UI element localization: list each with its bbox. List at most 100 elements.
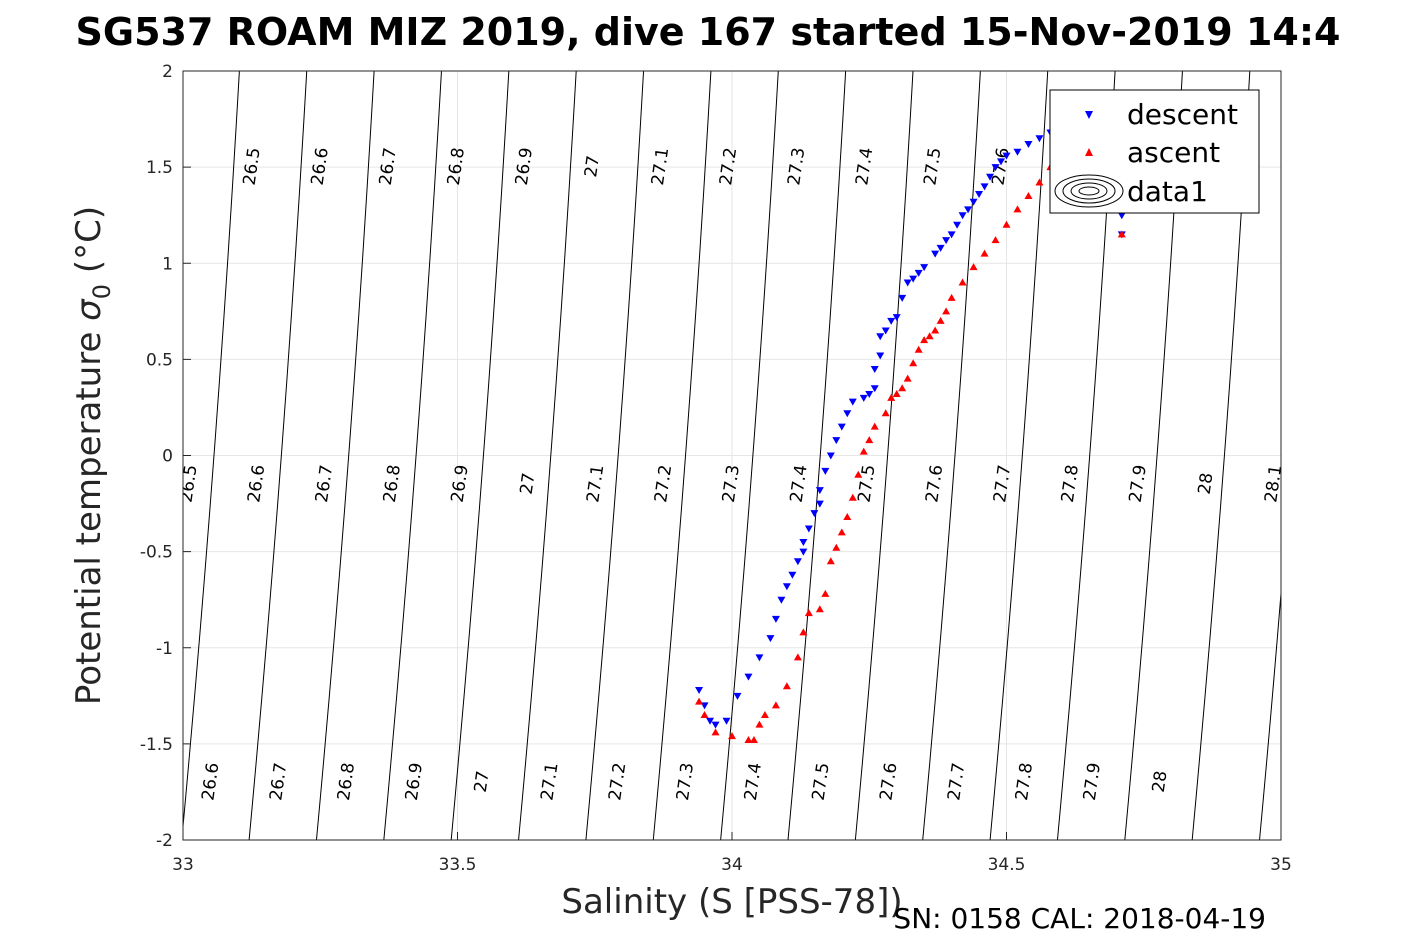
- descent-marker: [832, 437, 841, 445]
- ascent-marker: [782, 682, 791, 690]
- descent-marker: [903, 279, 912, 287]
- legend-label-descent: descent: [1127, 98, 1238, 131]
- isopycnal-line: [450, 71, 510, 840]
- contour-label-middle: 26.6: [244, 464, 269, 504]
- contour-label-middle: 26.7: [312, 464, 337, 504]
- ascent-marker: [760, 711, 769, 719]
- ascent-marker: [936, 316, 945, 324]
- legend-label-data1: data1: [1127, 175, 1208, 208]
- ascent-marker: [821, 589, 830, 597]
- descent-marker: [969, 198, 978, 206]
- ascent-marker: [848, 493, 857, 501]
- ascent-marker: [1024, 191, 1033, 199]
- ascent-marker: [1117, 230, 1126, 238]
- ascent-marker: [700, 711, 709, 719]
- legend-ascent-marker: [1085, 148, 1093, 156]
- ascent-marker: [881, 409, 890, 417]
- contour-label-middle: 27.2: [651, 464, 676, 504]
- descent-marker: [876, 333, 885, 341]
- contour-label-bottom: 27.7: [944, 761, 969, 801]
- x-tick-label: 33: [172, 855, 194, 875]
- y-tick-label: 2: [162, 62, 173, 82]
- y-tick-label: 0.5: [146, 350, 173, 370]
- descent-marker: [788, 571, 797, 579]
- contour-label-bottom: 27.5: [809, 761, 834, 801]
- descent-marker: [942, 237, 951, 245]
- descent-marker: [947, 231, 956, 239]
- descent-marker: [810, 510, 819, 518]
- contour-label-middle: 27.9: [1126, 464, 1151, 504]
- ascent-marker: [799, 628, 808, 636]
- ascent-marker: [1013, 205, 1022, 213]
- descent-marker: [815, 487, 824, 495]
- ascent-marker: [1002, 220, 1011, 228]
- descent-marker: [953, 221, 962, 229]
- y-axis-label: Potential temperature σ0 (°C): [69, 206, 116, 705]
- contour-label-top: 26.8: [444, 146, 469, 186]
- descent-marker: [744, 673, 753, 681]
- contour-label-middle: 27.4: [787, 464, 812, 504]
- isopycnal-line: [652, 71, 712, 840]
- descent-marker: [793, 558, 802, 566]
- ascent-marker: [695, 697, 704, 705]
- ascent-marker: [837, 528, 846, 536]
- descent-marker: [892, 314, 901, 322]
- contour-label-bottom: 26.6: [198, 761, 223, 801]
- ascent-marker: [969, 263, 978, 271]
- descent-marker: [997, 158, 1006, 166]
- descent-marker: [755, 654, 764, 662]
- contour-label-middle: 26.5: [176, 464, 201, 504]
- y-tick-label: -2: [156, 831, 173, 851]
- legend-box: [1049, 89, 1260, 214]
- contour-label-top: 26.9: [512, 146, 537, 186]
- contour-label-bottom: 27.2: [605, 761, 630, 801]
- descent-marker: [958, 212, 967, 220]
- descent-marker: [1013, 148, 1022, 156]
- ascent-marker: [870, 422, 879, 430]
- contour-label-middle: 27.5: [855, 464, 880, 504]
- ascent-marker: [854, 470, 863, 478]
- ascent-marker: [903, 374, 912, 382]
- legend: descent ascent data1: [1049, 89, 1260, 214]
- descent-marker: [843, 410, 852, 418]
- descent-marker: [815, 500, 824, 508]
- contour-label-top: 27: [581, 154, 604, 178]
- contour-label-top: 27.2: [716, 146, 741, 186]
- ascent-marker: [942, 307, 951, 315]
- x-tick-label: 33.5: [439, 855, 477, 875]
- descent-marker: [799, 548, 808, 556]
- descent-marker: [1117, 212, 1126, 220]
- y-axis-label-symbol: σ: [69, 298, 109, 321]
- x-axis-label: Salinity (S [PSS-78]): [561, 882, 902, 922]
- descent-marker: [711, 721, 720, 729]
- contour-label-top: 26.7: [376, 146, 401, 186]
- descent-marker: [1035, 135, 1044, 143]
- descent-marker: [914, 269, 923, 277]
- ascent-marker: [991, 236, 1000, 244]
- y-tick-label: -1: [156, 639, 173, 659]
- y-axis-label-main: Potential temperature: [69, 321, 109, 705]
- descent-marker: [870, 385, 879, 393]
- descent-marker: [870, 365, 879, 373]
- legend-data1-contour: [1078, 186, 1100, 196]
- descent-marker: [986, 173, 995, 181]
- ascent-marker: [832, 543, 841, 551]
- ascent-marker: [931, 326, 940, 334]
- descent-marker: [782, 583, 791, 591]
- descent-marker: [876, 352, 885, 360]
- isopycnal-line: [585, 71, 645, 840]
- descent-marker: [1002, 152, 1011, 160]
- descent-marker: [881, 327, 890, 335]
- contour-label-top: 26.5: [240, 146, 265, 186]
- descent-marker: [771, 615, 780, 623]
- descent-marker: [931, 250, 940, 258]
- isopycnal-line: [183, 71, 240, 832]
- descent-marker: [766, 635, 775, 643]
- contour-label-middle: 26.8: [380, 464, 405, 504]
- contour-label-bottom: 27.4: [741, 761, 766, 801]
- isopycnal-line: [922, 71, 981, 840]
- ascent-marker: [865, 436, 874, 444]
- legend-descent-marker: [1085, 111, 1093, 119]
- contour-label-middle: 28: [1195, 472, 1218, 496]
